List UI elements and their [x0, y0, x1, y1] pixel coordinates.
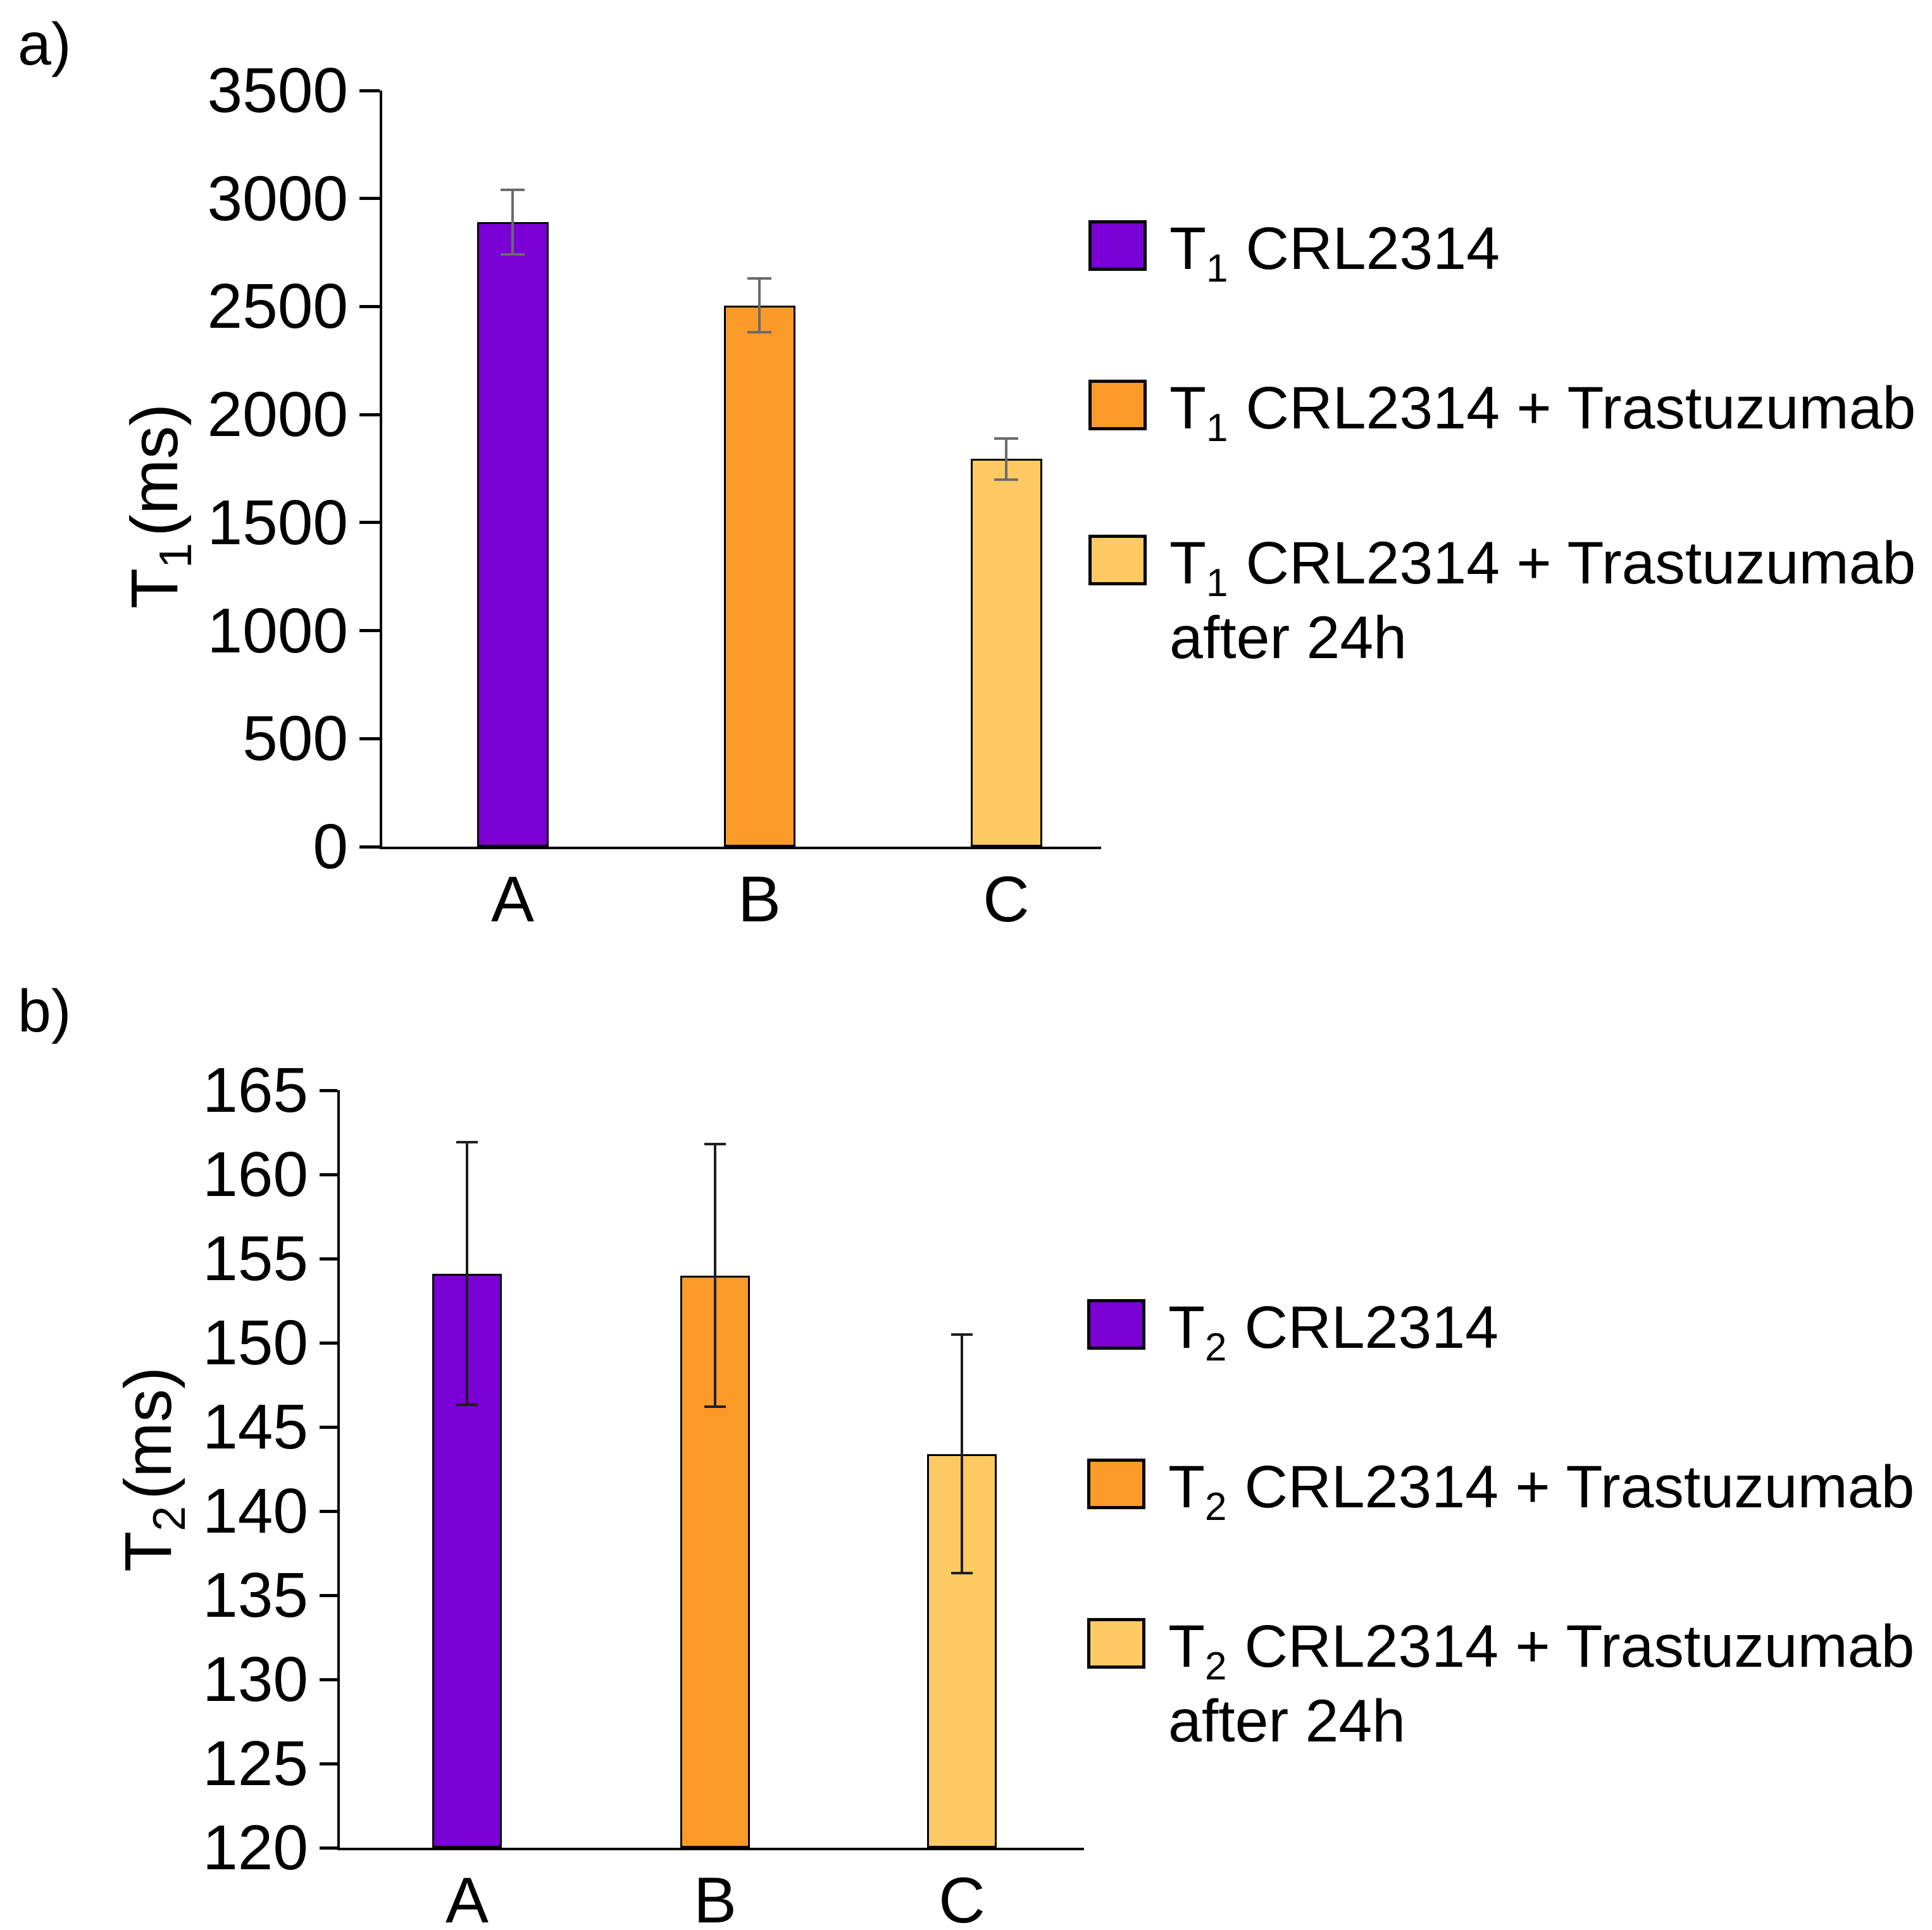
legend-label: T1 CRL2314 + Trastuzumab — [1169, 375, 1916, 450]
legend-item: T2 CRL2314 + Trastuzumab after 24h — [1087, 1613, 1914, 1759]
legend-label-line2: after 24h — [1168, 1688, 1405, 1755]
error-bar-cap-bottom — [501, 253, 525, 256]
y-axis-tick-label: 155 — [203, 1223, 308, 1294]
y-axis-line — [380, 90, 382, 849]
x-category-label-C: C — [938, 1864, 985, 1930]
error-bar-cap-top — [501, 189, 525, 192]
x-category-label-A: A — [445, 1864, 489, 1930]
error-bar-line — [1005, 438, 1007, 480]
y-axis-tick-label: 125 — [203, 1728, 308, 1799]
legend-label: T1 CRL2314 + Trastuzumab after 24h — [1169, 526, 1916, 675]
y-axis-line — [337, 1090, 340, 1850]
y-axis-tick-label: 135 — [203, 1560, 308, 1631]
y-axis-tick-label: 120 — [203, 1812, 308, 1883]
error-bar-cap-top — [704, 1143, 726, 1146]
y-axis-tick — [320, 1173, 337, 1176]
y-axis-tick-label: 150 — [203, 1307, 308, 1378]
legend-label: T2 CRL2314 + Trastuzumab after 24h — [1168, 1609, 1914, 1759]
y-axis-tick — [320, 1257, 337, 1261]
y-axis-tick — [359, 304, 380, 308]
y-axis-tick-label: 140 — [203, 1476, 308, 1547]
x-category-label-A: A — [490, 863, 535, 935]
x-category-label-C: C — [983, 863, 1030, 935]
y-axis-tick — [359, 197, 380, 201]
legend-swatch-light-orange — [1088, 535, 1147, 585]
y-axis-tick-label: 160 — [203, 1139, 308, 1210]
panel-b-label: b) — [18, 978, 72, 1045]
y-axis-tick — [359, 629, 380, 633]
error-bar-cap-bottom — [994, 478, 1018, 481]
y-axis-tick-label: 0 — [313, 811, 348, 882]
y-axis-tick-label: 2000 — [207, 379, 348, 451]
y-axis-tick — [320, 1762, 337, 1765]
bar-C — [970, 459, 1042, 847]
legend-item: T1 CRL2314 — [1088, 215, 1500, 289]
x-category-label-B: B — [737, 863, 782, 935]
y-axis-tick — [320, 1593, 337, 1597]
y-axis-tick-label: 165 — [203, 1055, 308, 1126]
y-axis-tick-label: 1000 — [207, 595, 348, 666]
error-bar-cap-bottom — [747, 331, 771, 334]
error-bar-cap-top — [994, 437, 1018, 440]
error-bar-line — [714, 1144, 716, 1407]
legend-item: T2 CRL2314 + Trastuzumab — [1087, 1454, 1914, 1527]
legend-swatch-light-orange — [1087, 1618, 1145, 1669]
bar-A — [477, 222, 549, 847]
x-category-label-B: B — [693, 1864, 737, 1930]
error-bar-cap-bottom — [456, 1404, 478, 1407]
error-bar-cap-top — [747, 277, 771, 280]
y-axis-tick — [359, 89, 380, 92]
legend-label: T2 CRL2314 + Trastuzumab — [1168, 1454, 1915, 1529]
legend-item: T1 CRL2314 + Trastuzumab — [1088, 375, 1916, 448]
error-bar-cap-bottom — [951, 1572, 973, 1575]
legend-label-line2: after 24h — [1169, 604, 1407, 671]
error-bar-line — [961, 1334, 963, 1574]
y-axis-tick — [320, 1088, 337, 1092]
y-axis-tick — [359, 737, 380, 740]
y-axis-tick — [320, 1678, 337, 1681]
error-bar-line — [511, 190, 514, 255]
legend-swatch-orange — [1087, 1459, 1145, 1509]
legend-label: T2 CRL2314 — [1168, 1294, 1499, 1369]
y-axis-tick-label: 1500 — [207, 487, 348, 558]
legend-swatch-purple — [1088, 220, 1147, 271]
x-axis-line — [380, 847, 1101, 849]
legend-swatch-purple — [1087, 1299, 1145, 1350]
legend-swatch-orange — [1088, 380, 1147, 430]
y-axis-tick — [320, 1425, 337, 1429]
y-axis-tick — [320, 1509, 337, 1513]
y-axis-tick-label: 3000 — [207, 163, 348, 234]
y-axis-tick-label: 130 — [203, 1644, 308, 1715]
error-bar-line — [466, 1142, 468, 1405]
y-axis-tick — [359, 845, 380, 849]
y-axis-tick — [320, 1846, 337, 1850]
y-axis-tick-label: 3500 — [207, 55, 348, 126]
y-axis-tick — [359, 413, 380, 416]
y-axis-tick — [359, 521, 380, 525]
panel-a-label: a) — [18, 11, 72, 78]
legend-label: T1 CRL2314 — [1169, 215, 1500, 290]
error-bar-cap-top — [456, 1141, 478, 1144]
legend-item: T2 CRL2314 — [1087, 1294, 1499, 1367]
y-axis-tick-label: 500 — [242, 703, 348, 775]
bar-B — [723, 305, 795, 847]
y-axis-tick-label: 2500 — [207, 271, 348, 342]
y-axis-tick-label: 145 — [203, 1391, 308, 1462]
y-axis-tick — [320, 1341, 337, 1345]
error-bar-cap-top — [951, 1333, 973, 1336]
error-bar-cap-bottom — [704, 1405, 726, 1409]
error-bar-line — [758, 278, 761, 333]
x-axis-line — [337, 1848, 1084, 1850]
legend-item: T1 CRL2314 + Trastuzumab after 24h — [1088, 530, 1916, 675]
